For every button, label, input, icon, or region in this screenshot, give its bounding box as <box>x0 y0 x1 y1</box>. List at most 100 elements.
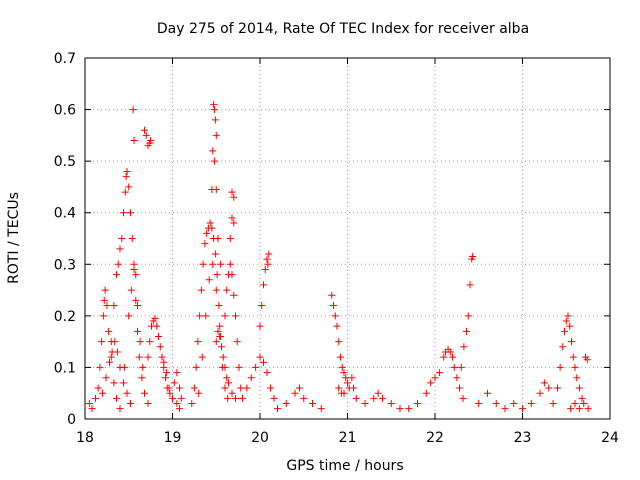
data-point <box>459 394 467 402</box>
data-point <box>282 400 290 408</box>
x-tick-label: 20 <box>251 430 269 446</box>
data-point <box>449 353 456 361</box>
data-point <box>113 271 120 279</box>
data-point <box>350 384 358 392</box>
data-point <box>265 250 273 258</box>
data-point <box>239 394 246 402</box>
data-point <box>141 389 148 397</box>
y-tick-label: 0.1 <box>54 360 76 376</box>
data-point <box>233 338 241 346</box>
data-point <box>201 240 209 248</box>
data-point <box>405 405 413 413</box>
data-point <box>333 322 341 330</box>
data-point <box>252 363 260 371</box>
data-point <box>460 343 468 351</box>
data-point <box>232 312 239 320</box>
data-point <box>348 374 356 382</box>
data-point <box>217 260 225 268</box>
data-point <box>203 229 211 237</box>
chart-title: Day 275 of 2014, Rate Of TEC Index for r… <box>157 21 529 37</box>
data-point <box>160 363 168 371</box>
data-point <box>422 389 430 397</box>
data-point <box>450 363 458 371</box>
data-point <box>216 322 224 330</box>
data-point <box>328 291 336 299</box>
data-point <box>202 312 210 320</box>
data-point <box>545 384 553 392</box>
data-point <box>519 405 526 413</box>
data-point <box>330 302 337 310</box>
y-tick-labels: 0 0.1 0.2 0.3 0.4 0.5 0.6 0.7 <box>54 51 76 428</box>
data-point <box>224 394 232 402</box>
data-point <box>469 253 477 261</box>
data-point <box>510 400 518 408</box>
data-point <box>123 167 131 175</box>
data-point <box>463 327 470 335</box>
data-point <box>300 394 308 402</box>
data-point <box>209 147 217 155</box>
data-point <box>199 260 207 268</box>
data-point <box>212 286 220 294</box>
data-point <box>361 400 369 408</box>
data-point <box>256 353 264 361</box>
data-point <box>141 126 148 134</box>
data-point <box>123 389 131 397</box>
data-point <box>136 338 144 346</box>
data-point <box>295 384 303 392</box>
data-point <box>139 363 147 371</box>
data-point <box>173 400 181 408</box>
data-point <box>209 260 217 268</box>
data-point <box>568 338 575 346</box>
data-point <box>198 353 206 361</box>
data-point <box>153 322 161 330</box>
data-point <box>197 286 205 294</box>
data-point <box>566 322 574 330</box>
data-point <box>213 271 221 279</box>
data-point <box>447 348 455 356</box>
data-point <box>113 394 120 402</box>
data-point <box>101 286 109 294</box>
data-point <box>114 260 122 268</box>
data-point <box>340 369 348 377</box>
data-point <box>549 400 557 408</box>
data-point <box>457 363 465 371</box>
data-point <box>267 384 274 392</box>
data-point <box>128 235 136 242</box>
data-point <box>127 400 134 408</box>
x-tick-label: 21 <box>339 430 357 446</box>
y-tick-label: 0 <box>67 412 76 428</box>
data-point <box>176 384 183 392</box>
data-point <box>466 281 474 289</box>
data-point <box>453 374 461 382</box>
data-point <box>206 219 214 227</box>
data-point <box>216 332 224 340</box>
data-point <box>210 100 218 108</box>
data-point <box>110 302 118 310</box>
data-point <box>352 394 360 402</box>
data-point <box>256 322 264 330</box>
data-point <box>106 358 113 366</box>
data-point <box>435 369 443 377</box>
data-point <box>260 281 267 289</box>
data-point <box>230 219 238 227</box>
data-point <box>132 271 140 279</box>
data-point <box>132 296 140 304</box>
data-point <box>177 394 185 402</box>
data-point <box>232 394 239 402</box>
data-point <box>567 405 575 413</box>
data-point <box>173 369 181 377</box>
data-point <box>475 400 483 408</box>
data-point <box>575 405 583 413</box>
data-point <box>88 405 96 413</box>
data-point <box>99 312 107 320</box>
data-points <box>85 100 592 413</box>
data-point <box>188 400 196 408</box>
data-point <box>492 400 500 408</box>
data-point <box>374 389 382 397</box>
data-point <box>190 384 198 392</box>
data-point <box>440 353 448 361</box>
data-point <box>554 384 561 392</box>
data-point <box>211 250 219 258</box>
data-point <box>120 209 127 217</box>
